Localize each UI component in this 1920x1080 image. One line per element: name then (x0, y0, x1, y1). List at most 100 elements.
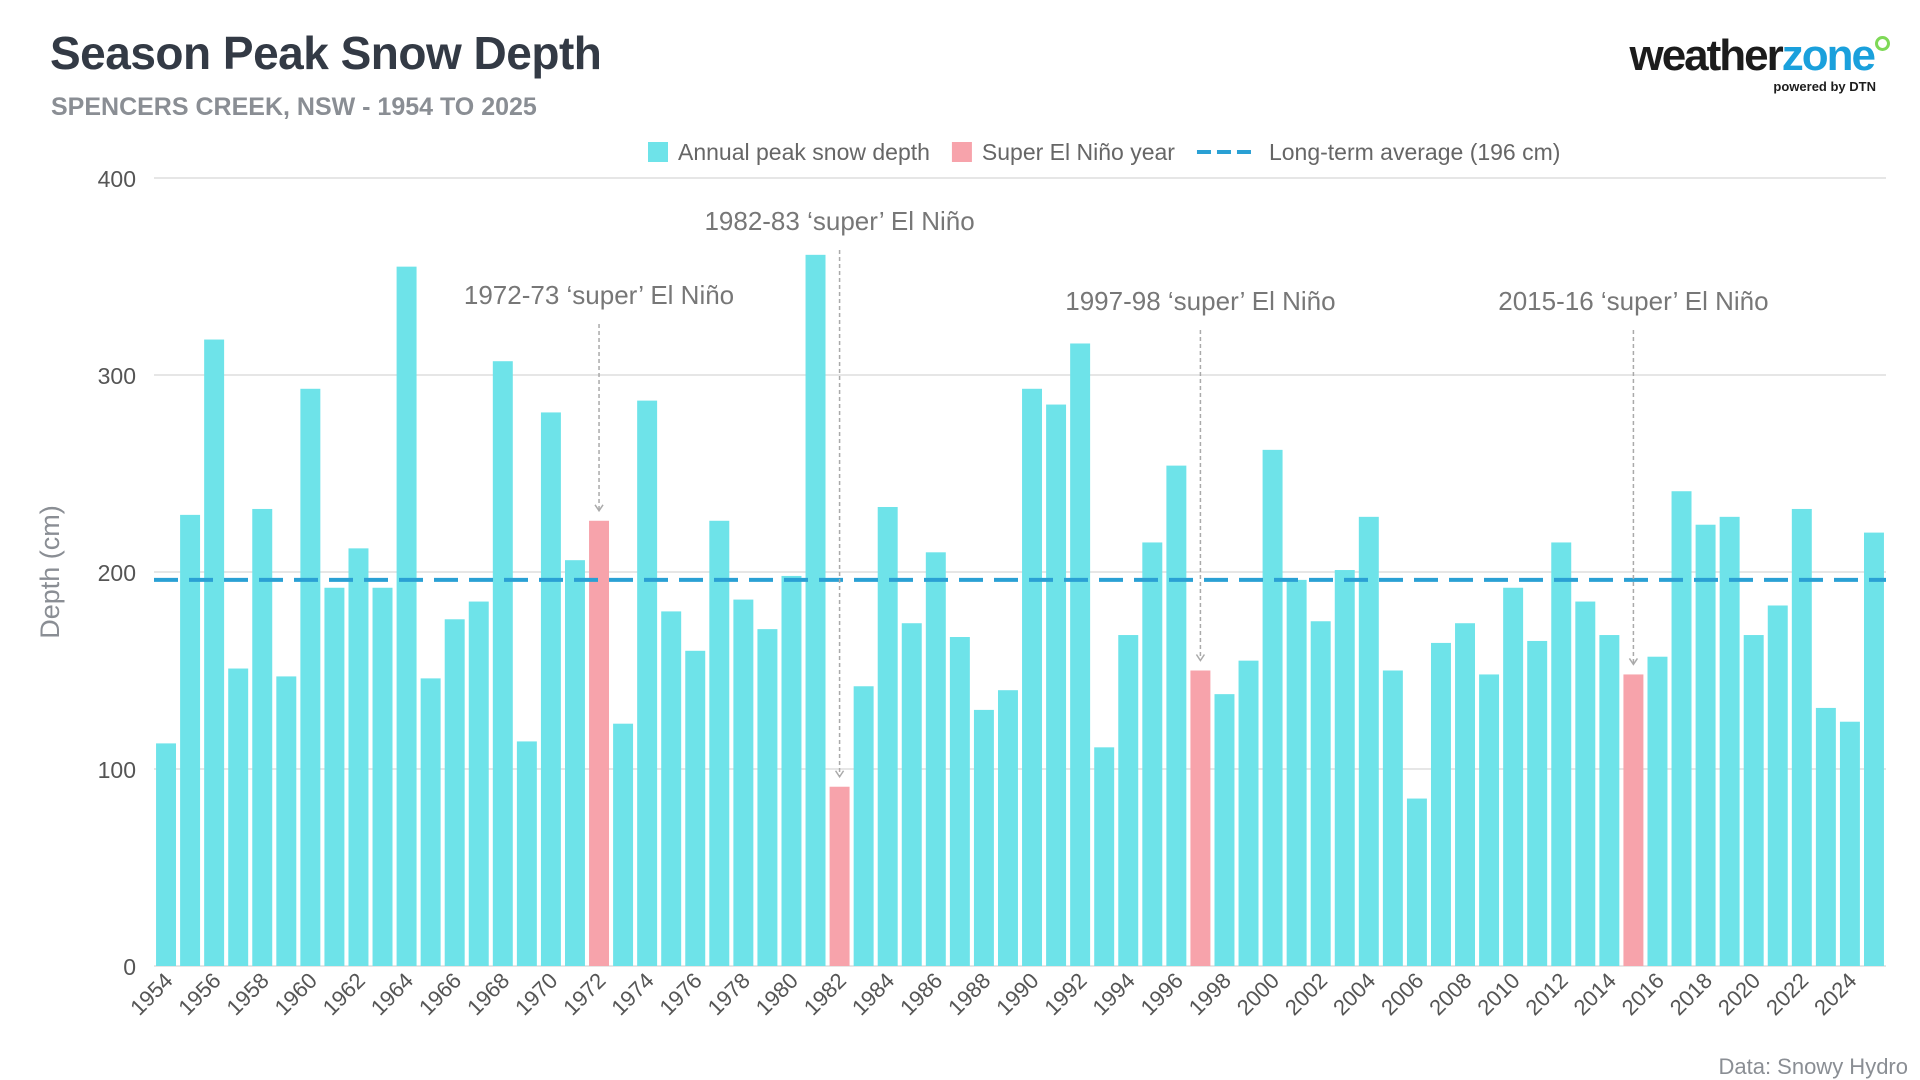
bar-1959 (276, 676, 297, 966)
x-tick-label-1988: 1988 (943, 968, 995, 1020)
x-tick-label-1986: 1986 (895, 968, 947, 1020)
x-tick-label-1984: 1984 (847, 968, 899, 1020)
legend-label-annual: Annual peak snow depth (678, 139, 930, 165)
bar-1961 (324, 587, 345, 966)
x-tick-label-2012: 2012 (1520, 968, 1572, 1020)
x-tick-label-2004: 2004 (1328, 968, 1380, 1020)
annotation-2015: 2015-16 ‘super’ El Niño (1498, 286, 1768, 316)
chart-title: Season Peak Snow Depth (50, 27, 602, 79)
annotation-1982: 1982-83 ‘super’ El Niño (704, 206, 974, 236)
bar-1969 (516, 741, 537, 966)
y-tick-label-100: 100 (98, 757, 136, 783)
bar-2004 (1358, 516, 1379, 966)
bar-1964 (396, 266, 417, 966)
bar-1963 (372, 587, 393, 966)
bar-1998 (1214, 694, 1235, 966)
bar-1977 (709, 520, 730, 966)
bar-1979 (757, 629, 778, 966)
logo-wordmark: weatherzone (1629, 34, 1890, 78)
annotation-1972: 1972-73 ‘super’ El Niño (464, 280, 734, 310)
bar-1978 (733, 599, 754, 966)
bar-1993 (1094, 747, 1115, 966)
bar-1976 (685, 650, 706, 966)
bar-1995 (1142, 542, 1163, 966)
y-axis-label: Depth (cm) (35, 505, 65, 639)
bar-1975 (661, 611, 682, 966)
x-tick-label-2024: 2024 (1809, 968, 1861, 1020)
bar-1996 (1166, 465, 1187, 966)
bar-2011 (1527, 640, 1548, 966)
super-el-nino-bar-1972 (589, 520, 610, 966)
x-tick-label-1968: 1968 (462, 968, 514, 1020)
bar-1958 (252, 508, 273, 966)
x-tick-label-2008: 2008 (1424, 968, 1476, 1020)
bar-1966 (444, 619, 465, 966)
bar-1984 (877, 506, 898, 966)
bar-2007 (1430, 642, 1451, 966)
bar-1965 (420, 678, 441, 966)
x-tick-label-1982: 1982 (799, 968, 851, 1020)
bar-2008 (1455, 623, 1476, 966)
bar-2000 (1262, 449, 1283, 966)
bar-1960 (300, 388, 321, 966)
bar-2014 (1599, 635, 1620, 966)
bar-1955 (180, 514, 201, 966)
x-tick-label-1996: 1996 (1136, 968, 1188, 1020)
bar-2024 (1839, 721, 1860, 966)
logo-dot-icon (1875, 36, 1890, 51)
super-el-nino-bar-1982 (829, 786, 850, 966)
x-tick-label-1964: 1964 (366, 968, 418, 1020)
x-tick-label-2002: 2002 (1280, 968, 1332, 1020)
bar-2005 (1382, 670, 1403, 966)
bar-2023 (1815, 707, 1836, 966)
bar-2002 (1310, 621, 1331, 966)
annotation-arrow-1997 (1195, 654, 1206, 662)
bar-2025 (1863, 532, 1884, 966)
logo-word-zone: zone (1781, 31, 1876, 80)
annotation-arrow-1982 (834, 770, 845, 779)
logo-word-weather: weather (1629, 31, 1783, 80)
x-tick-label-2020: 2020 (1713, 968, 1765, 1020)
bar-2003 (1334, 570, 1355, 966)
x-tick-label-2000: 2000 (1232, 968, 1284, 1020)
y-tick-label-300: 300 (98, 363, 136, 389)
x-tick-label-1966: 1966 (414, 968, 466, 1020)
x-tick-label-1974: 1974 (606, 968, 658, 1020)
annotation-arrow-1972 (594, 504, 604, 513)
bar-1992 (1070, 343, 1091, 967)
super-el-nino-bar-2015 (1623, 674, 1644, 966)
x-tick-label-1978: 1978 (703, 968, 755, 1020)
legend-super-swatch (951, 142, 972, 162)
bar-1956 (204, 339, 225, 966)
bar-1988 (973, 709, 994, 966)
bar-1989 (997, 690, 1018, 966)
chart-subtitle: SPENCERS CREEK, NSW - 1954 TO 2025 (51, 93, 537, 121)
bar-2017 (1671, 491, 1692, 966)
bar-2016 (1647, 656, 1668, 966)
bar-1990 (1022, 388, 1043, 966)
super-el-nino-bar-1997 (1190, 670, 1211, 966)
x-tick-label-2010: 2010 (1472, 968, 1524, 1020)
bar-1967 (468, 601, 489, 966)
legend-label-average: Long-term average (196 cm) (1269, 139, 1560, 165)
bar-2019 (1719, 516, 1740, 966)
bar-1962 (348, 548, 369, 966)
bar-1954 (156, 743, 177, 966)
bar-1971 (564, 560, 585, 966)
weatherzone-logo: weatherzone powered by DTN (1629, 34, 1890, 94)
x-tick-label-1990: 1990 (991, 968, 1043, 1020)
x-tick-label-1994: 1994 (1087, 968, 1139, 1020)
legend-bar-swatch (648, 142, 668, 162)
x-tick-label-1976: 1976 (654, 968, 706, 1020)
x-tick-label-2022: 2022 (1761, 968, 1813, 1020)
bar-1983 (853, 686, 874, 966)
bar-1981 (805, 254, 826, 966)
x-tick-label-2006: 2006 (1376, 968, 1428, 1020)
bar-1994 (1118, 635, 1139, 966)
bar-2006 (1406, 798, 1427, 966)
y-tick-label-0: 0 (123, 954, 136, 980)
x-tick-label-1962: 1962 (318, 968, 370, 1020)
x-tick-label-2016: 2016 (1617, 968, 1669, 1020)
x-tick-label-1958: 1958 (221, 968, 273, 1020)
